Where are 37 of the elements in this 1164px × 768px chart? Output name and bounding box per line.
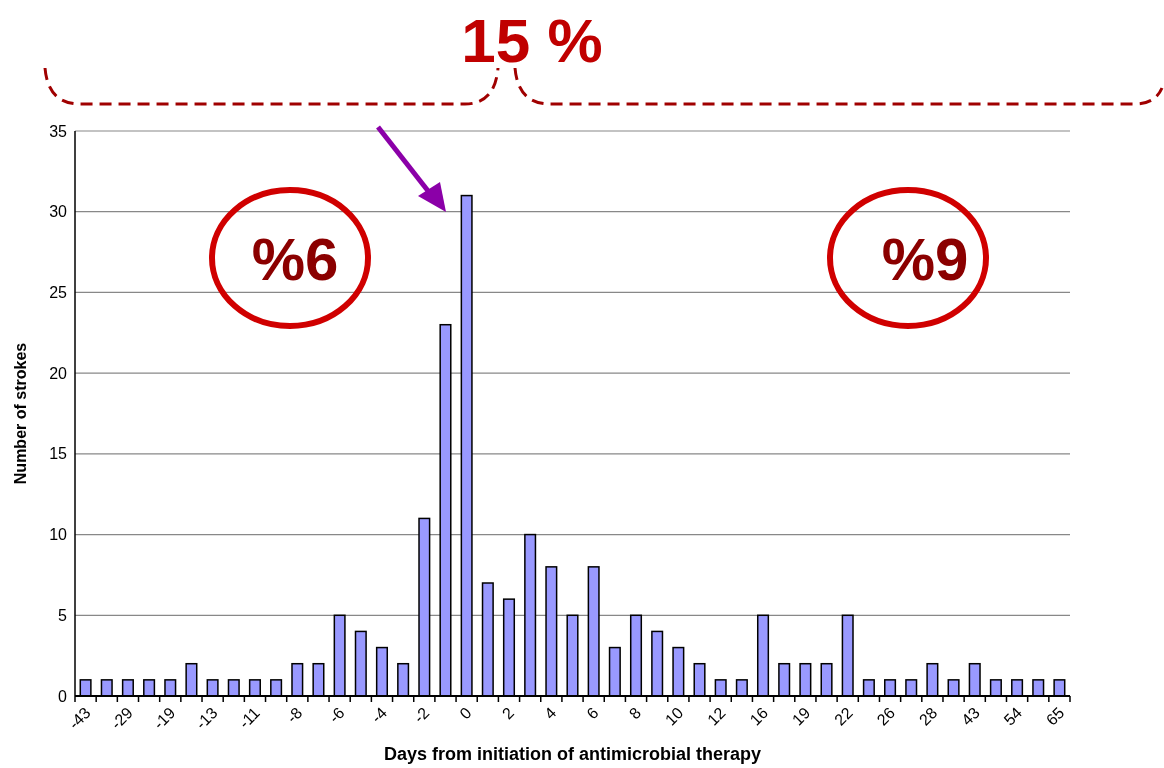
y-tick-label: 10	[49, 526, 68, 544]
y-tick-label: 35	[49, 122, 68, 140]
x-tick-label: 43	[958, 703, 983, 729]
x-axis-title: Days from initiation of antimicrobial therapy	[383, 744, 762, 764]
x-tick-label: 54	[1000, 703, 1026, 729]
x-tick-label: 0	[456, 703, 475, 723]
y-tick-label: 5	[58, 606, 68, 624]
x-tick-label: 26	[873, 703, 899, 729]
x-tick-label: 22	[831, 703, 856, 729]
x-tick-label: -43	[65, 703, 94, 733]
x-tick-label: 4	[541, 703, 560, 723]
x-tick-label: 19	[788, 703, 814, 729]
text: 15 %	[461, 6, 603, 75]
x-tick-label: 6	[583, 703, 602, 723]
x-tick-label: -6	[325, 703, 348, 727]
y-tick-label: 15	[49, 445, 68, 463]
y-tick-label: 25	[49, 284, 68, 302]
x-tick-label: -8	[283, 703, 306, 727]
x-tick-label: 28	[915, 703, 941, 729]
x-tick-label: -2	[410, 703, 433, 727]
y-tick-label: 30	[49, 203, 68, 221]
annotation: %6	[251, 226, 339, 293]
y-axis-title: Number of strokes	[12, 342, 29, 485]
x-tick-label: 8	[625, 703, 645, 723]
x-tick-label: -19	[149, 703, 179, 733]
x-tick-label: -11	[235, 703, 264, 732]
x-tick-label: 10	[661, 703, 687, 729]
y-tick-label: 20	[49, 364, 68, 382]
x-tick-label: -4	[367, 703, 391, 727]
x-tick-label: 12	[704, 703, 729, 729]
x-tick-label: -13	[192, 703, 221, 733]
x-tick-label: -29	[107, 703, 137, 733]
x-tick-label: 65	[1042, 703, 1068, 729]
x-tick-label: 16	[746, 703, 772, 729]
annotation: %9	[881, 226, 969, 293]
y-tick-label: 0	[58, 687, 68, 705]
x-tick-label: 2	[498, 703, 518, 723]
